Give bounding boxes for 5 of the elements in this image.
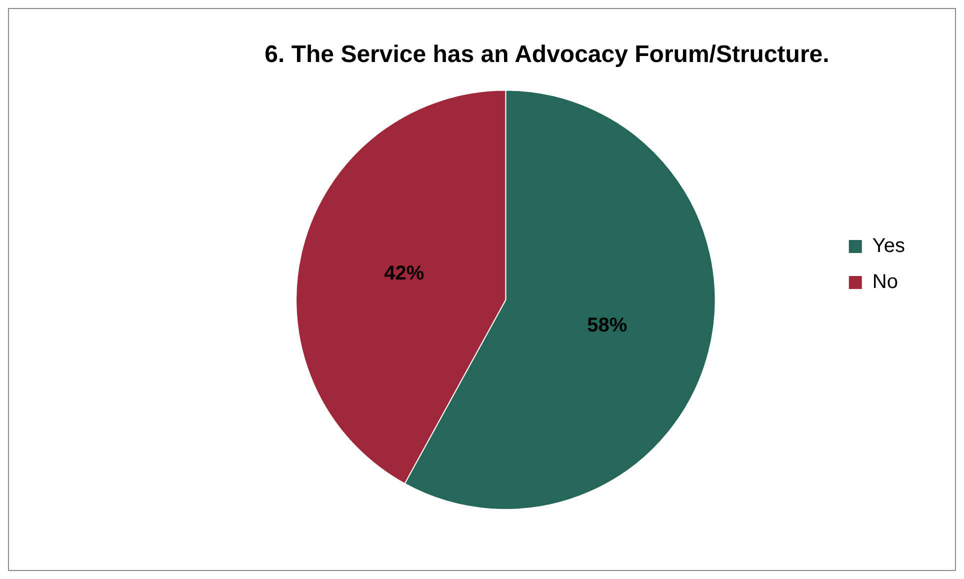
legend-label: No: [872, 271, 898, 294]
chart-title: 6. The Service has an Advocacy Forum/Structure.: [264, 41, 830, 68]
legend-label: Yes: [872, 235, 906, 258]
data-label: 58%: [587, 314, 628, 336]
data-label: 42%: [384, 262, 424, 284]
